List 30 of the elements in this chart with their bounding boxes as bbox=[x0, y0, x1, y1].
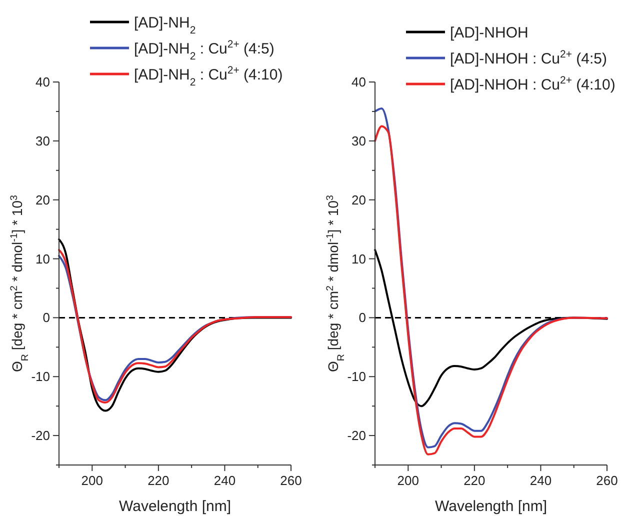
x-axis-title: Wavelength [nm] bbox=[435, 498, 547, 515]
x-tick-label: 240 bbox=[214, 473, 236, 488]
y-tick-label: -20 bbox=[347, 428, 366, 444]
y-tick-label: 0 bbox=[358, 310, 366, 326]
y-tick-label: 40 bbox=[36, 74, 50, 90]
x-tick-label: 260 bbox=[280, 473, 302, 488]
x-axis-title: Wavelength [nm] bbox=[119, 498, 231, 515]
x-tick-label: 220 bbox=[148, 473, 170, 488]
x-tick-label: 240 bbox=[530, 473, 552, 488]
legend-label: [AD]-NHOH bbox=[450, 24, 528, 42]
y-tick-label: 40 bbox=[352, 74, 366, 90]
legend-label: [AD]-NHOH : Cu$^{2+}$ (4:5) bbox=[450, 48, 608, 68]
y-tick-label: 10 bbox=[352, 251, 366, 266]
y-tick-label: -10 bbox=[31, 369, 50, 384]
y-tick-label: -20 bbox=[31, 428, 50, 444]
x-tick-label: 220 bbox=[464, 473, 486, 488]
x-tick-label: 200 bbox=[397, 473, 419, 488]
x-tick-label: 260 bbox=[596, 473, 618, 488]
y-tick-label: 20 bbox=[36, 192, 50, 208]
legend-label: [AD]-NH$_{2}$ bbox=[134, 14, 196, 36]
y-tick-label: 20 bbox=[352, 192, 366, 208]
x-tick-label: 200 bbox=[81, 473, 103, 488]
y-tick-label: 10 bbox=[36, 251, 50, 266]
legend-label: [AD]-NH$_{2}$ : Cu$^{2+}$ (4:5) bbox=[134, 38, 274, 62]
y-tick-label: 30 bbox=[36, 133, 50, 148]
y-tick-label: 0 bbox=[42, 310, 50, 326]
legend-label: [AD]-NH$_{2}$ : Cu$^{2+}$ (4:10) bbox=[134, 64, 283, 88]
y-tick-label: -10 bbox=[347, 369, 366, 384]
legend-label: [AD]-NHOH : Cu$^{2+}$ (4:10) bbox=[450, 74, 616, 94]
y-tick-label: 30 bbox=[352, 133, 366, 148]
